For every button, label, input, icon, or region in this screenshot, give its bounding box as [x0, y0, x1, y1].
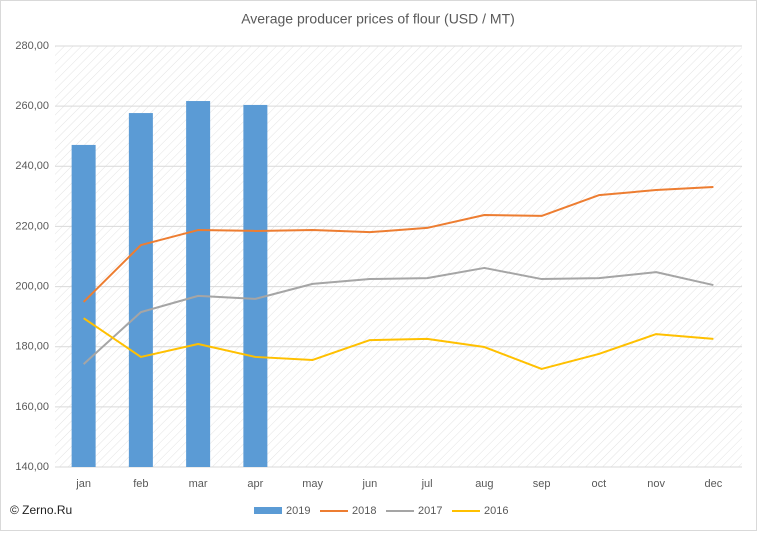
x-tick-label: oct [592, 478, 607, 490]
y-tick-label: 240,00 [15, 160, 49, 172]
x-tick-label: dec [705, 478, 723, 490]
bar [243, 104, 268, 467]
y-tick-label: 280,00 [15, 40, 49, 52]
x-tick-label: jan [75, 478, 91, 490]
x-tick-label: feb [133, 478, 148, 490]
legend-label: 2016 [484, 505, 508, 517]
x-tick-label: jun [362, 478, 378, 490]
bar [186, 101, 211, 468]
plot-background [55, 46, 742, 467]
x-tick-label: mar [189, 478, 208, 490]
x-tick-label: sep [533, 478, 551, 490]
x-tick-label: jul [421, 478, 433, 490]
y-tick-label: 180,00 [15, 341, 49, 353]
bar [71, 144, 96, 467]
legend-swatch [254, 507, 282, 514]
y-tick-label: 200,00 [15, 280, 49, 292]
y-tick-label: 140,00 [15, 461, 49, 473]
line [83, 317, 714, 370]
line [82, 266, 714, 365]
y-tick-label: 260,00 [15, 100, 49, 112]
x-tick-label: aug [475, 478, 493, 490]
y-tick-label: 220,00 [15, 220, 49, 232]
line [82, 186, 714, 303]
legend-label: 2018 [352, 505, 376, 517]
legend-label: 2017 [418, 505, 442, 517]
source: © Zerno.Ru [10, 503, 72, 517]
x-tick-label: nov [647, 478, 665, 490]
x-tick-label: may [302, 478, 323, 490]
y-tick-label: 160,00 [15, 401, 49, 413]
bar [128, 113, 153, 467]
legend-label: 2019 [286, 505, 310, 517]
chart-title: Average producer prices of flour (USD / … [241, 11, 515, 27]
x-tick-label: apr [247, 478, 263, 490]
